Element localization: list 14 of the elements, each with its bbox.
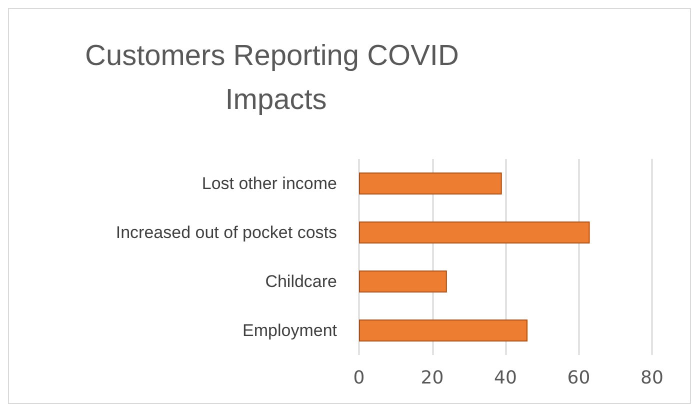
x-tick-label: 80 xyxy=(640,368,664,388)
y-tick-label: Employment xyxy=(242,321,338,340)
bar xyxy=(359,172,502,194)
x-tick-label: 40 xyxy=(494,368,517,388)
y-tick-label: Childcare xyxy=(265,272,337,291)
bar xyxy=(359,320,528,342)
bar xyxy=(359,222,590,244)
y-tick-label: Lost other income xyxy=(202,174,337,193)
bar xyxy=(359,270,447,292)
chart-title: Customers Reporting COVID Impacts xyxy=(85,40,467,116)
y-tick-label: Increased out of pocket costs xyxy=(116,223,337,242)
x-tick-label: 0 xyxy=(353,368,365,388)
x-tick-label: 20 xyxy=(420,368,444,388)
x-tick-label: 60 xyxy=(567,368,590,388)
